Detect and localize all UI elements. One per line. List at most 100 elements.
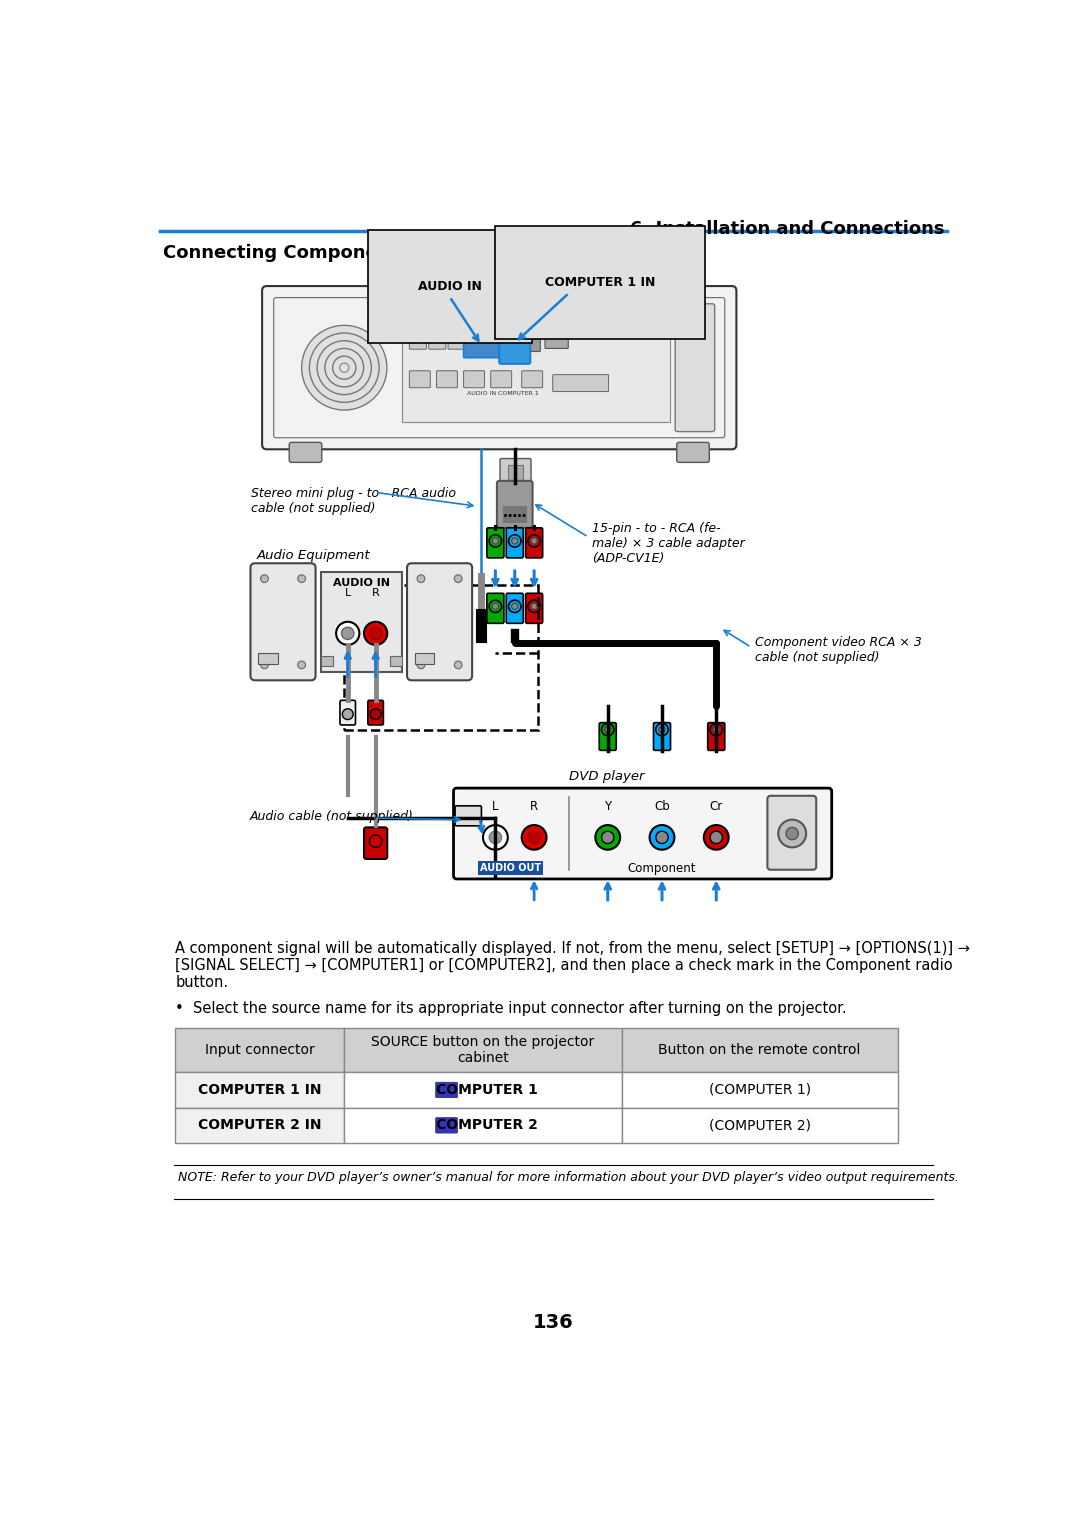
- Text: [SIGNAL SELECT] → [COMPUTER1] or [COMPUTER2], and then place a check mark in the: [SIGNAL SELECT] → [COMPUTER1] or [COMPUT…: [175, 959, 953, 974]
- FancyBboxPatch shape: [409, 337, 427, 349]
- FancyBboxPatch shape: [262, 287, 737, 450]
- FancyBboxPatch shape: [675, 303, 715, 431]
- Circle shape: [504, 514, 507, 517]
- FancyBboxPatch shape: [768, 796, 816, 870]
- Circle shape: [298, 575, 306, 582]
- FancyBboxPatch shape: [364, 828, 388, 860]
- Text: COMPUTER 1 IN: COMPUTER 1 IN: [544, 276, 656, 290]
- FancyBboxPatch shape: [345, 1108, 622, 1143]
- FancyBboxPatch shape: [390, 657, 403, 666]
- Text: Audio cable (not supplied): Audio cable (not supplied): [249, 811, 414, 823]
- Circle shape: [512, 538, 517, 544]
- Text: R: R: [372, 588, 379, 599]
- FancyBboxPatch shape: [491, 335, 515, 351]
- FancyBboxPatch shape: [497, 482, 532, 527]
- FancyBboxPatch shape: [487, 593, 504, 623]
- Text: Stereo mini plug - to - RCA audio
cable (not supplied): Stereo mini plug - to - RCA audio cable …: [252, 488, 456, 515]
- Text: Cb: Cb: [654, 800, 670, 814]
- Circle shape: [710, 831, 723, 844]
- Text: Connecting Component Input: Connecting Component Input: [163, 244, 459, 262]
- Circle shape: [513, 514, 516, 517]
- FancyBboxPatch shape: [522, 337, 540, 352]
- Circle shape: [492, 538, 499, 544]
- Text: DVD player: DVD player: [569, 771, 645, 783]
- FancyBboxPatch shape: [463, 370, 485, 387]
- Circle shape: [602, 724, 613, 736]
- Text: AUDIO OUT: AUDIO OUT: [481, 863, 541, 873]
- Circle shape: [509, 600, 521, 613]
- Text: AUDIO IN: AUDIO IN: [467, 390, 496, 396]
- FancyBboxPatch shape: [175, 1108, 345, 1143]
- FancyBboxPatch shape: [429, 337, 446, 349]
- Circle shape: [260, 661, 268, 669]
- Circle shape: [595, 824, 620, 850]
- FancyBboxPatch shape: [435, 1117, 458, 1132]
- FancyBboxPatch shape: [487, 527, 504, 558]
- Circle shape: [298, 661, 306, 669]
- FancyBboxPatch shape: [622, 1073, 897, 1108]
- FancyBboxPatch shape: [490, 370, 512, 387]
- FancyBboxPatch shape: [500, 459, 531, 486]
- FancyBboxPatch shape: [409, 370, 430, 387]
- FancyBboxPatch shape: [526, 593, 542, 623]
- Text: 15-pin - to - RCA (fe-
male) × 3 cable adapter
(ADP-CV1E): 15-pin - to - RCA (fe- male) × 3 cable a…: [592, 521, 745, 565]
- FancyBboxPatch shape: [368, 701, 383, 725]
- FancyBboxPatch shape: [407, 564, 472, 680]
- FancyBboxPatch shape: [622, 1027, 897, 1073]
- Text: COMPUTER 2 IN: COMPUTER 2 IN: [198, 1119, 322, 1132]
- Circle shape: [364, 622, 388, 645]
- Circle shape: [260, 575, 268, 582]
- Circle shape: [369, 835, 382, 847]
- FancyBboxPatch shape: [415, 652, 434, 664]
- Text: A component signal will be automatically displayed. If not, from the menu, selec: A component signal will be automatically…: [175, 942, 970, 957]
- Circle shape: [370, 709, 381, 719]
- Circle shape: [528, 535, 540, 547]
- FancyBboxPatch shape: [677, 442, 710, 462]
- Circle shape: [509, 514, 512, 517]
- FancyBboxPatch shape: [526, 527, 542, 558]
- Circle shape: [483, 824, 508, 850]
- FancyBboxPatch shape: [508, 465, 524, 480]
- Circle shape: [417, 661, 424, 669]
- FancyBboxPatch shape: [707, 722, 725, 750]
- FancyBboxPatch shape: [340, 701, 355, 725]
- Circle shape: [512, 604, 517, 610]
- Circle shape: [605, 727, 611, 733]
- Text: (COMPUTER 2): (COMPUTER 2): [708, 1119, 811, 1132]
- Circle shape: [531, 538, 537, 544]
- Text: button.: button.: [175, 975, 229, 991]
- Text: L: L: [345, 588, 351, 599]
- FancyBboxPatch shape: [321, 572, 403, 672]
- FancyBboxPatch shape: [653, 722, 671, 750]
- Text: AUDIO IN: AUDIO IN: [418, 280, 482, 293]
- Circle shape: [779, 820, 806, 847]
- FancyBboxPatch shape: [454, 788, 832, 879]
- Text: L: L: [492, 800, 499, 814]
- FancyBboxPatch shape: [403, 314, 670, 422]
- FancyBboxPatch shape: [503, 506, 526, 521]
- FancyBboxPatch shape: [345, 1073, 622, 1108]
- FancyBboxPatch shape: [468, 337, 485, 349]
- Text: 136: 136: [534, 1314, 573, 1332]
- Text: NOTE: Refer to your DVD player’s owner’s manual for more information about your : NOTE: Refer to your DVD player’s owner’s…: [177, 1170, 959, 1184]
- Text: Y: Y: [604, 800, 611, 814]
- FancyBboxPatch shape: [321, 657, 334, 666]
- Circle shape: [523, 514, 526, 517]
- Circle shape: [649, 824, 674, 850]
- Circle shape: [492, 604, 499, 610]
- FancyBboxPatch shape: [345, 1027, 622, 1073]
- FancyBboxPatch shape: [545, 331, 568, 349]
- Circle shape: [656, 724, 669, 736]
- Circle shape: [656, 831, 669, 844]
- Circle shape: [528, 600, 540, 613]
- Text: R: R: [530, 800, 538, 814]
- Circle shape: [369, 628, 382, 640]
- Circle shape: [489, 535, 501, 547]
- Text: Component: Component: [627, 861, 697, 875]
- Circle shape: [528, 831, 540, 844]
- Circle shape: [710, 724, 723, 736]
- FancyBboxPatch shape: [499, 340, 530, 364]
- Circle shape: [489, 600, 501, 613]
- FancyBboxPatch shape: [507, 527, 524, 558]
- Text: 6. Installation and Connections: 6. Installation and Connections: [631, 219, 945, 238]
